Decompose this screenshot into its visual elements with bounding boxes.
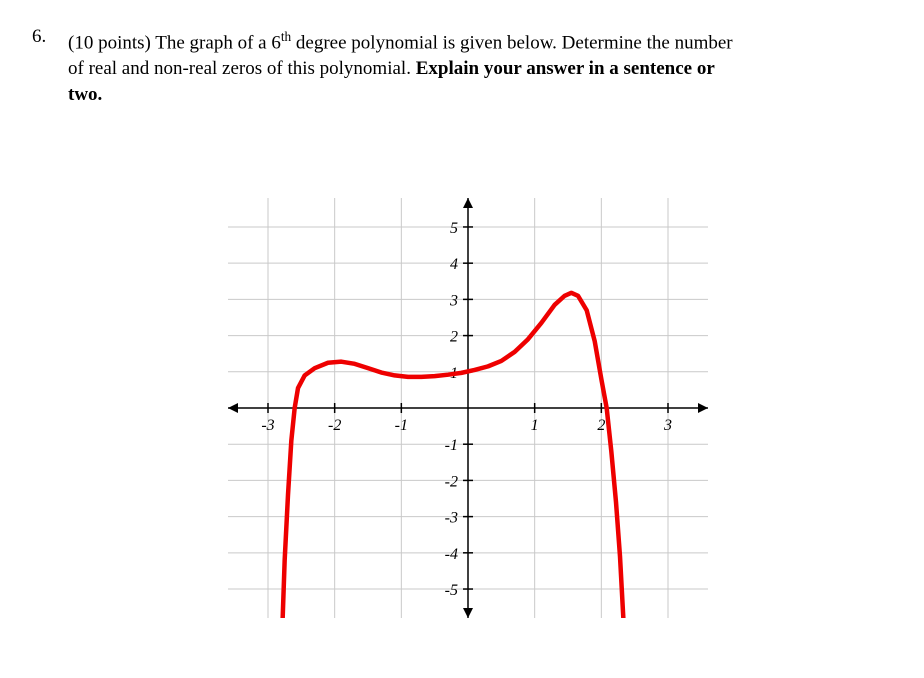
svg-text:3: 3 bbox=[663, 417, 672, 434]
question-block: 6. (10 points) The graph of a 6th degree… bbox=[32, 24, 904, 108]
svg-text:-1: -1 bbox=[395, 417, 408, 434]
q-sup: th bbox=[281, 29, 291, 44]
svg-text:-1: -1 bbox=[445, 438, 458, 455]
chart-container: -3-2-1123-5-4-3-2-112345 bbox=[32, 198, 904, 618]
question-text: (10 points) The graph of a 6th degree po… bbox=[68, 24, 733, 108]
q-line1a: The graph of a 6 bbox=[155, 32, 281, 53]
svg-text:1: 1 bbox=[531, 417, 539, 434]
svg-text:3: 3 bbox=[449, 293, 458, 310]
svg-text:4: 4 bbox=[450, 257, 458, 274]
question-number: 6. bbox=[32, 24, 56, 50]
svg-text:2: 2 bbox=[597, 417, 605, 434]
points-label: (10 points) bbox=[68, 32, 155, 53]
svg-text:2: 2 bbox=[450, 329, 458, 346]
svg-text:-3: -3 bbox=[445, 510, 458, 527]
svg-text:-2: -2 bbox=[445, 474, 458, 491]
q-line2: of real and non-real zeros of this polyn… bbox=[68, 58, 416, 79]
svg-text:-2: -2 bbox=[328, 417, 341, 434]
q-line3-bold: two. bbox=[68, 84, 102, 105]
polynomial-chart: -3-2-1123-5-4-3-2-112345 bbox=[228, 198, 708, 618]
svg-text:-3: -3 bbox=[261, 417, 274, 434]
svg-text:5: 5 bbox=[450, 220, 458, 237]
q-line2-bold: Explain your answer in a sentence or bbox=[416, 58, 715, 79]
svg-text:-5: -5 bbox=[445, 582, 458, 599]
q-line1b: degree polynomial is given below. Determ… bbox=[291, 32, 732, 53]
svg-text:-4: -4 bbox=[445, 546, 458, 563]
